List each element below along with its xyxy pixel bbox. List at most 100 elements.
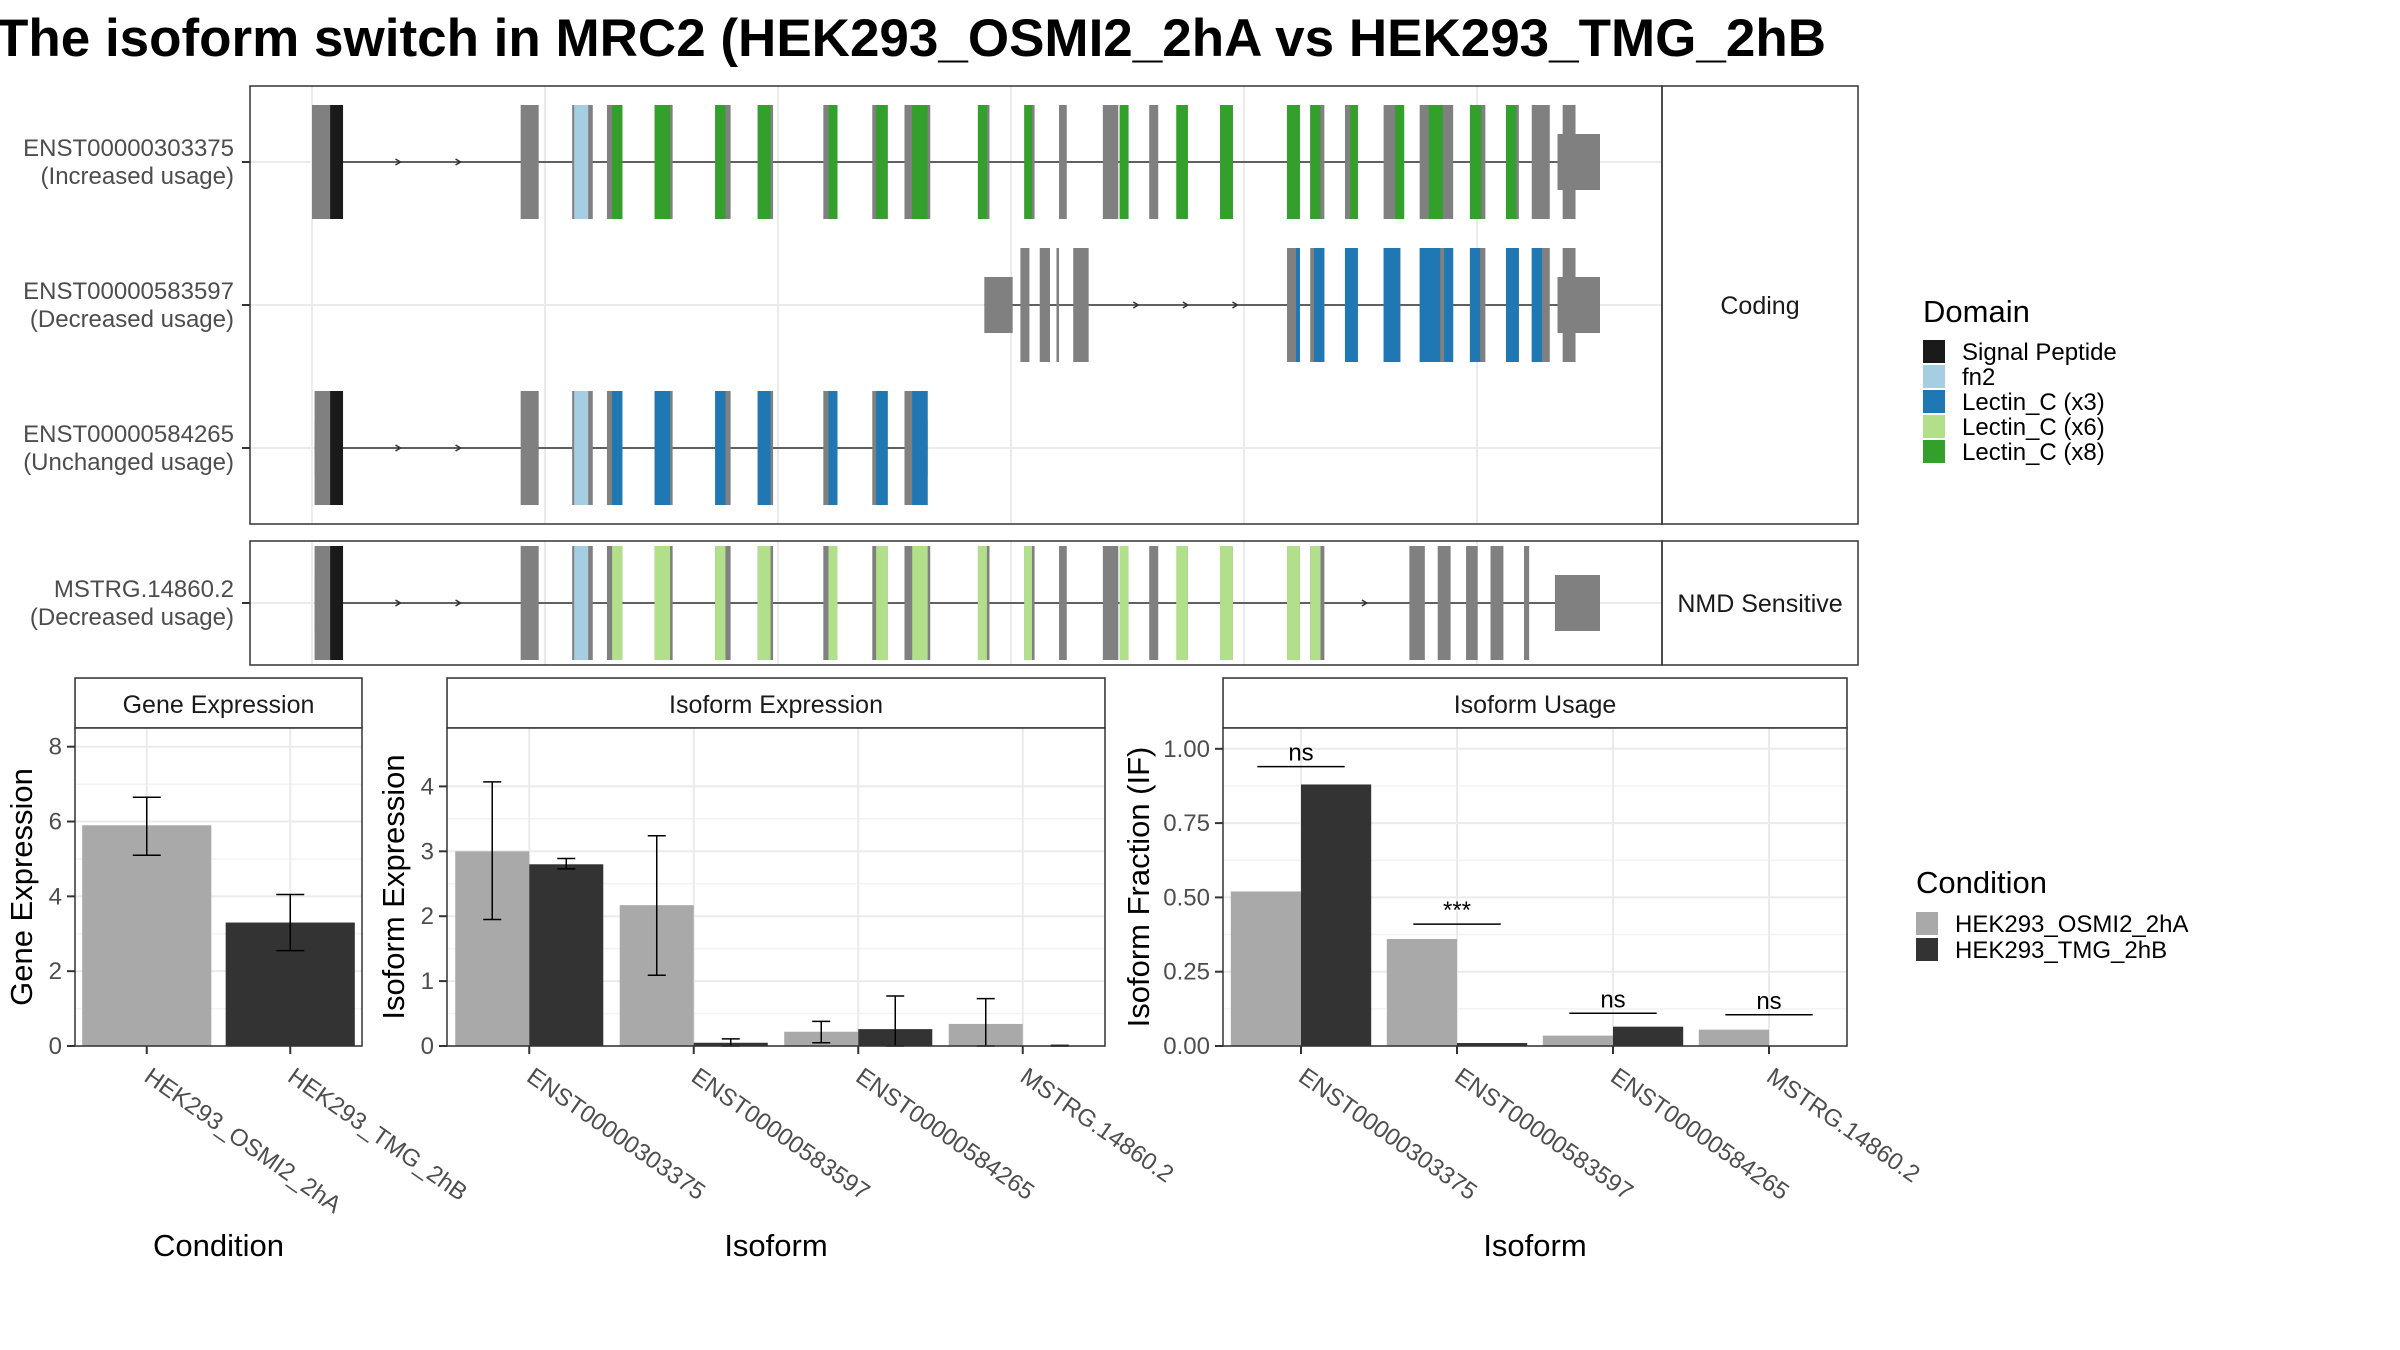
signal-peptide bbox=[330, 105, 344, 219]
y-tick-label: 2 bbox=[421, 903, 434, 930]
domain-block bbox=[1505, 248, 1519, 362]
y-tick-label: 0.50 bbox=[1163, 884, 1210, 911]
domain-block bbox=[757, 391, 771, 505]
fn2-domain bbox=[574, 546, 589, 660]
chart-panel: Isoform Expression01234ENST00000303375EN… bbox=[376, 677, 1178, 1263]
domain-block bbox=[1344, 248, 1358, 362]
domain-block bbox=[757, 546, 771, 660]
direction-arrow bbox=[455, 599, 463, 607]
domain-block bbox=[876, 105, 888, 219]
facet-strip bbox=[1661, 540, 1859, 666]
chart-strip-fill bbox=[76, 679, 361, 727]
y-tick-label: 0.00 bbox=[1163, 1033, 1210, 1060]
bar bbox=[1230, 891, 1301, 1046]
signal-peptide bbox=[330, 546, 344, 660]
bar bbox=[1613, 1026, 1684, 1046]
domain-block bbox=[612, 546, 623, 660]
y-tick-label: 0 bbox=[421, 1033, 434, 1060]
isoform-id-label: ENST00000583597 bbox=[23, 278, 234, 305]
domain-block bbox=[1310, 105, 1321, 219]
isoform-id-label: ENST00000584265 bbox=[23, 421, 234, 448]
domain-block bbox=[1350, 105, 1358, 219]
x-axis-title: Isoform bbox=[724, 1228, 827, 1263]
exon-block bbox=[1437, 546, 1451, 660]
y-tick-label: 0.75 bbox=[1163, 810, 1210, 837]
x-tick-label: ENST00000583597 bbox=[686, 1063, 874, 1206]
domain-block bbox=[612, 105, 623, 219]
y-tick-label: 8 bbox=[49, 734, 62, 761]
y-tick-label: 2 bbox=[49, 958, 62, 985]
direction-arrow bbox=[395, 158, 402, 166]
isoform-usage-label: (Increased usage) bbox=[41, 163, 234, 190]
direction-arrow bbox=[455, 444, 463, 452]
bar bbox=[1386, 939, 1457, 1046]
legend-item: Lectin_C (x3) bbox=[1962, 389, 2105, 416]
structure-facet: NMD Sensitive MSTRG.14860.2(Decreased usa… bbox=[30, 540, 1859, 666]
fn2-domain bbox=[574, 391, 589, 505]
domain-block bbox=[1383, 248, 1401, 362]
legend-key bbox=[1916, 938, 1938, 961]
domain-block bbox=[876, 391, 888, 505]
exon-block bbox=[520, 391, 539, 505]
domain-block bbox=[1287, 546, 1300, 660]
exon-block bbox=[1562, 248, 1576, 362]
utr-block bbox=[1554, 575, 1600, 631]
y-tick-label: 4 bbox=[49, 883, 62, 910]
domain-block bbox=[757, 105, 771, 219]
domain-block bbox=[1220, 546, 1233, 660]
domain-block bbox=[1287, 105, 1300, 219]
y-tick-label: 1.00 bbox=[1163, 736, 1210, 763]
panel-border bbox=[249, 540, 1663, 666]
exon-block bbox=[1149, 546, 1159, 660]
isoform-track: MSTRG.14860.2(Decreased usage) bbox=[30, 546, 1600, 660]
domain-block bbox=[1531, 248, 1543, 362]
domain-block bbox=[612, 391, 623, 505]
exon-block bbox=[1562, 105, 1576, 219]
legend-item: Lectin_C (x6) bbox=[1962, 414, 2105, 441]
significance-label: ns bbox=[1288, 740, 1313, 767]
domain-block bbox=[828, 546, 838, 660]
x-tick-label: MSTRG.14860.2 bbox=[1762, 1063, 1925, 1188]
legend-key bbox=[1923, 390, 1945, 413]
domain-block bbox=[1220, 105, 1233, 219]
y-tick-label: 0.25 bbox=[1163, 959, 1210, 986]
chart-strip-fill bbox=[1224, 679, 1846, 727]
exon-block bbox=[1039, 248, 1051, 362]
y-axis-title: Gene Expression bbox=[4, 768, 39, 1006]
significance-label: ns bbox=[1756, 988, 1781, 1015]
y-axis-title: Isoform Fraction (IF) bbox=[1121, 747, 1156, 1028]
domain-block bbox=[1024, 546, 1032, 660]
x-axis-title: Isoform bbox=[1483, 1228, 1586, 1263]
exon-block bbox=[1409, 546, 1425, 660]
exon-block bbox=[1149, 105, 1159, 219]
legend-item: fn2 bbox=[1962, 364, 1995, 391]
chart-title: Isoform Usage bbox=[1454, 691, 1617, 719]
fn2-domain bbox=[574, 105, 589, 219]
domain-block bbox=[1310, 546, 1321, 660]
exon-block bbox=[1056, 248, 1060, 362]
chart-border bbox=[446, 727, 1106, 1047]
isoform-track: ENST00000303375(Increased usage) bbox=[23, 105, 1600, 219]
exon-block bbox=[1059, 105, 1067, 219]
y-tick-label: 3 bbox=[421, 838, 434, 865]
legend-key bbox=[1923, 440, 1945, 463]
isoform-usage-label: (Decreased usage) bbox=[30, 306, 234, 333]
x-axis-title: Condition bbox=[153, 1228, 284, 1263]
domain-block bbox=[977, 105, 987, 219]
domain-block bbox=[654, 105, 671, 219]
x-tick-label: ENST00000584265 bbox=[851, 1063, 1039, 1206]
bar bbox=[529, 864, 604, 1046]
domain-block bbox=[828, 105, 838, 219]
domain-block bbox=[1296, 248, 1300, 362]
bar bbox=[1698, 1029, 1769, 1046]
domain-block bbox=[715, 391, 726, 505]
page-title: The isoform switch in MRC2 (HEK293_OSMI2… bbox=[0, 9, 1826, 68]
domain-block bbox=[1176, 546, 1188, 660]
signal-peptide bbox=[330, 391, 344, 505]
exon-block bbox=[1490, 546, 1504, 660]
isoform-usage-label: (Unchanged usage) bbox=[23, 449, 234, 476]
domain-block bbox=[1176, 105, 1188, 219]
